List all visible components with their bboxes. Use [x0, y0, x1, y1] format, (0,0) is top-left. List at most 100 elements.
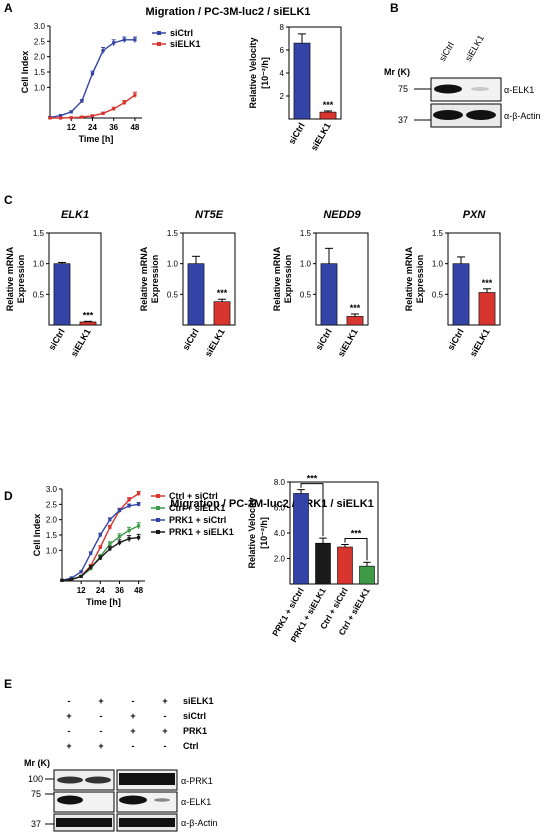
data-point [101, 111, 105, 115]
bar [478, 292, 496, 326]
data-point [98, 533, 102, 537]
condition-mark: - [164, 741, 167, 751]
y-tick-label: 2.5 [34, 37, 46, 46]
blot-e-band [119, 795, 147, 805]
condition-mark: + [162, 696, 167, 706]
condition-mark: + [130, 726, 135, 736]
blot-b-antibody: α-β-Actin [504, 111, 540, 121]
legend-swatch-marker [156, 518, 160, 522]
condition-mark: - [132, 741, 135, 751]
y-tick-label: 2.0 [34, 53, 46, 62]
y-tick-label: 2 [280, 92, 285, 101]
blot-e-condition-table: - + - + siELK1 + - + - siCtrl - - + + PRK1 + + - - Ctrl [66, 696, 213, 751]
data-point [59, 113, 63, 118]
bar [213, 301, 231, 326]
mrna-bar-chart: ELK1 0.5 1.0 1.5 siCtrl siELK1 *** Relative mRN… [5, 209, 102, 358]
y-tick-label: 6 [280, 46, 285, 55]
data-point [127, 537, 131, 541]
data-point [80, 115, 84, 119]
condition-mark: + [162, 726, 167, 736]
data-point [79, 574, 83, 578]
y-axis-label-unit: [10⁻²/h] [259, 517, 269, 549]
x-tick-label: 24 [88, 123, 97, 132]
blot-b-actin-strip [430, 103, 502, 128]
blot-e-marker: 75 [31, 789, 41, 799]
y-axis-label-unit: Expression [415, 255, 425, 304]
data-point [137, 492, 141, 496]
condition-mark: + [98, 741, 103, 751]
blot-e-antibody: α-ELK1 [181, 797, 211, 807]
condition-mark: + [66, 741, 71, 751]
category-label: siCtrl [181, 327, 201, 352]
y-tick-label: 1.0 [34, 83, 46, 92]
blot-e-band [56, 818, 112, 827]
significance-bracket [344, 537, 368, 561]
blot-b-mr-label: Mr (K) [384, 67, 410, 77]
mrna-bar-chart: NT5E 0.5 1.0 1.5 siCtrl siELK1 *** Relative mRN… [139, 209, 236, 358]
y-tick-label: 1.5 [46, 531, 58, 540]
y-axis-label: Relative mRNA [5, 246, 15, 311]
y-axis-label-unit: Expression [150, 255, 160, 304]
blot-e-band [119, 773, 175, 785]
x-tick-label: 24 [96, 586, 105, 595]
legend-label: PRK1 + siCtrl [169, 515, 226, 525]
blot-b-lane-label: siCtrl [437, 40, 456, 63]
plot-frame [182, 232, 236, 326]
blot-e-prk1-strip-left [53, 769, 115, 791]
blot-e-mr-label: Mr (K) [24, 758, 50, 768]
gene-title: NT5E [195, 209, 224, 221]
y-tick-label: 1.0 [167, 260, 179, 269]
y-tick-label: 1.5 [300, 229, 312, 238]
y-axis-label-unit: Expression [16, 255, 26, 304]
condition-label: PRK1 [183, 726, 207, 736]
legend-swatch-marker [156, 506, 160, 510]
legend-swatch-marker [156, 494, 160, 498]
blot-b-marker: 75 [398, 84, 408, 94]
condition-mark: - [100, 711, 103, 721]
y-tick-label: 0.5 [167, 290, 179, 299]
blot-e-band [57, 776, 83, 784]
category-label: siELK1 [203, 327, 227, 358]
blot-b-elk1-strip [430, 77, 502, 102]
panel-a-title: Migration / PC-3M-luc2 / siELK1 [145, 6, 310, 18]
y-tick-label: 3.0 [34, 22, 46, 31]
data-point [80, 99, 84, 103]
y-tick-label: 8 [280, 23, 285, 32]
gene-title: PXN [463, 209, 487, 221]
gene-title: NEDD9 [323, 209, 361, 221]
category-label: siCtrl [287, 121, 307, 146]
y-tick-label: 0.5 [432, 290, 444, 299]
x-tick-label: 48 [134, 586, 143, 595]
category-label: siELK1 [468, 327, 492, 358]
category-label: siELK1 [69, 327, 93, 358]
category-label: siELK1 [336, 327, 360, 358]
bar [452, 263, 470, 326]
data-point [90, 114, 95, 118]
y-axis-label-unit: [10⁻²/h] [260, 57, 270, 89]
blot-e-antibody: α-PRK1 [181, 776, 213, 786]
condition-label: siELK1 [183, 696, 214, 706]
bar [359, 565, 375, 585]
y-axis-label: Relative mRNA [404, 246, 414, 311]
data-point [69, 116, 73, 120]
data-point [117, 508, 122, 513]
y-tick-label: 8.0 [274, 478, 286, 487]
blot-e-band [85, 776, 111, 784]
legend-swatch-marker [157, 42, 161, 46]
series-line [61, 503, 139, 582]
legend-label: PRK1 + siELK1 [169, 527, 234, 537]
legend-label: siELK1 [170, 39, 201, 49]
bar [315, 542, 331, 585]
blot-e-band [119, 818, 175, 827]
bar [53, 263, 71, 326]
data-point [127, 504, 131, 508]
y-axis-label: Relative mRNA [139, 246, 149, 311]
data-point [108, 518, 112, 522]
legend-label: siCtrl [170, 28, 193, 38]
significance-marker: *** [217, 288, 228, 298]
significance-bracket [300, 483, 324, 537]
data-point [59, 116, 63, 120]
y-axis-label-unit: Expression [283, 255, 293, 304]
